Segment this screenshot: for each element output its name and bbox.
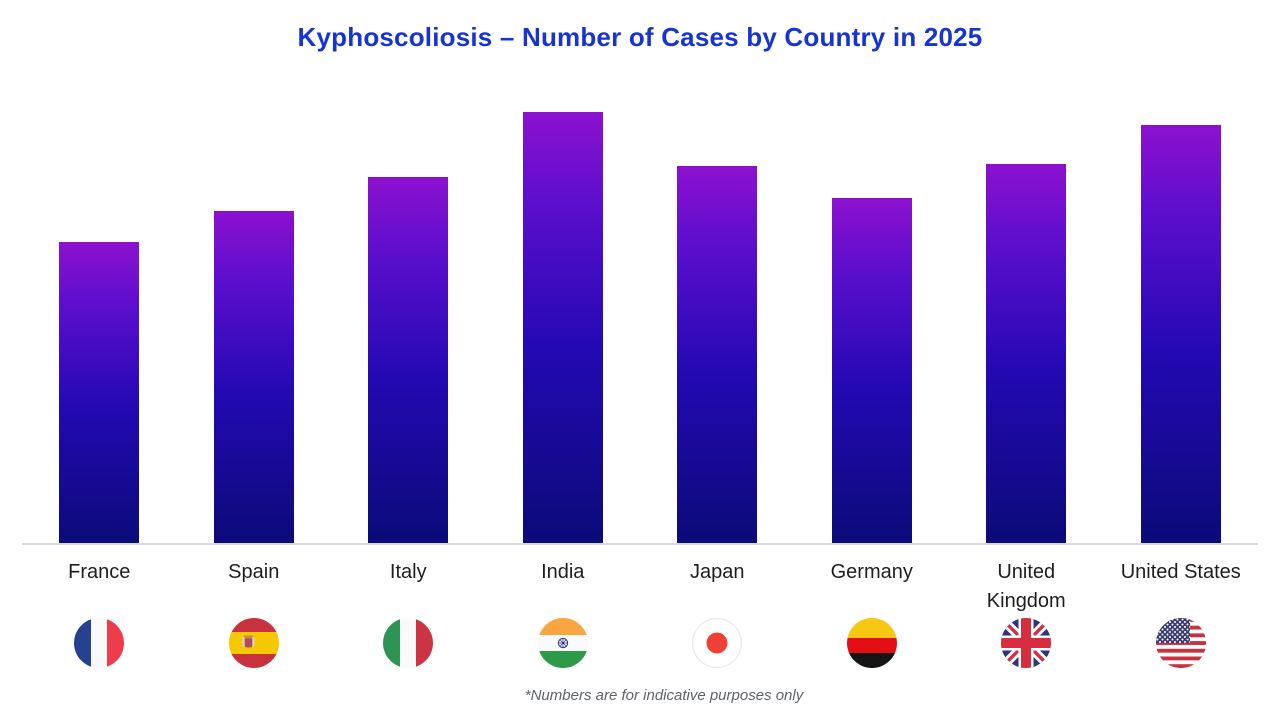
label-italy: Italy xyxy=(389,561,427,583)
label-germany: Germany xyxy=(830,561,913,583)
column-india: India xyxy=(486,0,641,720)
spain-flag-icon xyxy=(228,618,279,668)
column-united-kingdom: United Kingdom xyxy=(949,0,1104,720)
bar-india xyxy=(522,112,603,544)
column-japan: Japan xyxy=(640,0,795,720)
column-united-states: United States xyxy=(1104,0,1259,720)
bar-japan xyxy=(677,166,758,544)
france-flag-icon xyxy=(74,618,125,668)
column-france: France xyxy=(22,0,177,720)
footnote: *Numbers are for indicative purposes onl… xyxy=(524,687,804,704)
italy-flag-icon xyxy=(383,618,434,668)
column-italy: Italy xyxy=(331,0,486,720)
bar-italy xyxy=(368,176,449,544)
india-flag-icon xyxy=(537,618,588,668)
bar-chart: France Spain xyxy=(22,0,1258,720)
japan-flag-icon xyxy=(692,618,743,668)
label-france: France xyxy=(68,561,131,583)
label-japan: Japan xyxy=(690,561,745,583)
germany-flag-icon xyxy=(846,618,897,668)
bar-spain xyxy=(213,211,294,544)
label-india: India xyxy=(541,561,585,583)
bar-france xyxy=(59,241,140,544)
label-united-kingdom: United Kingdom xyxy=(986,561,1066,612)
page-title: Kyphoscoliosis – Number of Cases by Coun… xyxy=(297,22,983,52)
label-spain: Spain xyxy=(228,561,280,583)
uk-flag-icon xyxy=(1001,618,1052,668)
us-flag-icon xyxy=(1155,618,1206,668)
column-germany: Germany xyxy=(795,0,950,720)
label-united-states: United States xyxy=(1120,561,1241,583)
bar-united-states xyxy=(1140,125,1221,544)
column-spain: Spain xyxy=(177,0,332,720)
bar-united-kingdom xyxy=(986,163,1067,544)
bar-germany xyxy=(831,198,912,544)
x-axis-line xyxy=(22,543,1258,545)
